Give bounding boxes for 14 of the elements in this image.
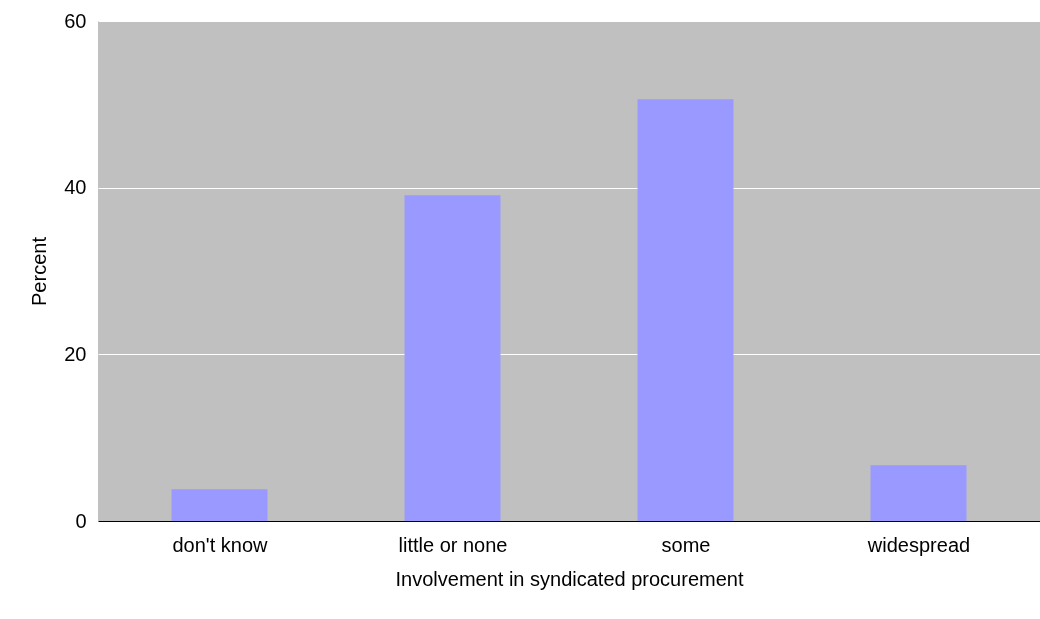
y-tick-label: 40 <box>64 176 87 199</box>
y-tick-label: 20 <box>64 342 87 365</box>
x-tick-label: widespread <box>866 533 971 556</box>
bar <box>637 99 734 521</box>
x-axis-title: Involvement in syndicated procurement <box>395 567 744 590</box>
x-tick-label: some <box>661 533 711 556</box>
y-tick-label: 0 <box>75 509 87 532</box>
bar <box>404 195 501 521</box>
x-tick-label: don't know <box>172 533 269 556</box>
bar <box>870 465 967 521</box>
y-axis-title: Percent <box>28 236 51 306</box>
x-tick-label: little or none <box>398 533 508 556</box>
bar <box>171 489 268 521</box>
y-tick-label: 60 <box>64 9 87 32</box>
